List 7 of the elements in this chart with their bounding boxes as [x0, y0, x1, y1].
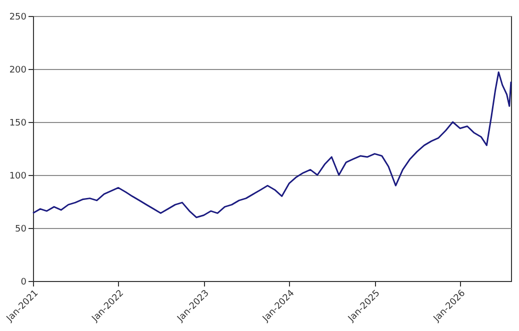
y-tick-label: 0 — [20, 278, 27, 288]
y-tick-label: 200 — [9, 66, 27, 76]
line-series — [32, 71, 512, 218]
y-tick-label: 150 — [9, 118, 27, 128]
y-tick-label: 250 — [9, 12, 27, 22]
y-tick-label: 50 — [15, 224, 27, 234]
y-tick-label: 100 — [9, 172, 27, 182]
